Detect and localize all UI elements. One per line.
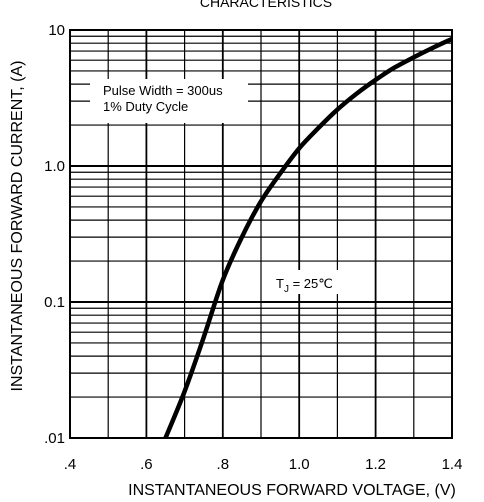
x-tick-label: 1.4 — [442, 456, 463, 473]
annotation-temp-prefix: T — [276, 276, 284, 291]
series-line — [163, 36, 453, 439]
y-tick-label: 1.0 — [44, 158, 65, 175]
series-curve — [163, 36, 453, 439]
y-tick-label: 10 — [48, 22, 65, 39]
y-axis-label: INSTANTANEOUS FORWARD CURRENT, (A) — [9, 61, 26, 392]
plot-frame — [69, 29, 453, 439]
x-tick-label: .8 — [217, 456, 230, 473]
annotation-junction-temp: TJ = 25℃ — [276, 276, 333, 295]
chart-title: CHARACTERISTICS — [200, 0, 332, 10]
x-tick-labels: .4 .6 .8 1.0 1.2 1.4 — [64, 456, 463, 473]
annotation-temp-box — [268, 270, 350, 294]
annotation-temp-suffix: = 25℃ — [289, 276, 333, 291]
grid — [69, 30, 453, 438]
y-tick-label: .01 — [44, 430, 65, 447]
annotation-pulse-width: Pulse Width = 300us — [103, 83, 223, 98]
annotation-duty-cycle: 1% Duty Cycle — [103, 99, 188, 114]
x-tick-label: 1.2 — [365, 456, 386, 473]
annotation-box — [90, 79, 248, 123]
y-tick-label: 0.1 — [44, 294, 65, 311]
y-tick-labels: .01 0.1 1.0 10 — [44, 22, 65, 447]
annotation-temp-sub: J — [284, 284, 289, 295]
x-tick-label: 1.0 — [289, 456, 310, 473]
x-axis-label: INSTANTANEOUS FORWARD VOLTAGE, (V) — [128, 482, 456, 499]
x-tick-label: .6 — [140, 456, 153, 473]
x-tick-label: .4 — [64, 456, 77, 473]
